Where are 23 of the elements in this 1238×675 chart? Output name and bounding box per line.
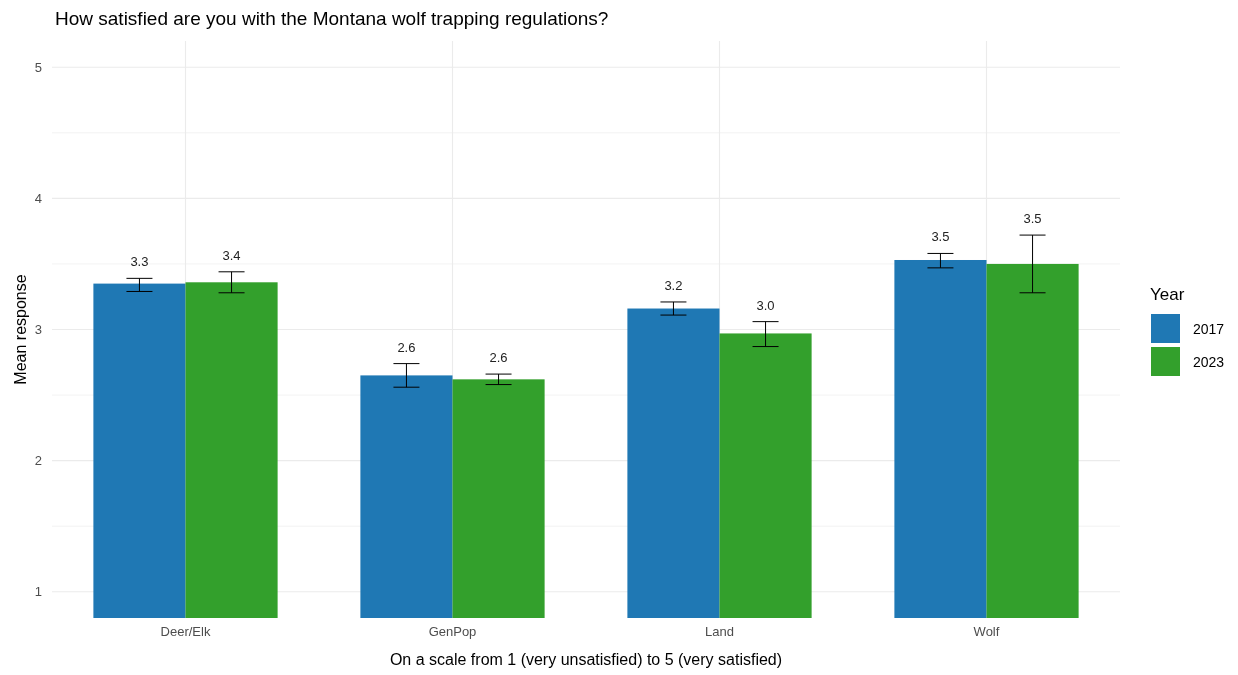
- x-tick-label: Land: [705, 624, 734, 639]
- legend-label: 2023: [1193, 353, 1225, 370]
- y-tick-label: 4: [34, 190, 42, 206]
- data-label: 3.5: [1023, 211, 1042, 227]
- data-label: 3.2: [664, 277, 683, 293]
- y-axis-title: Mean response: [12, 274, 29, 385]
- legend-label: 2017: [1193, 320, 1225, 337]
- data-label: 2.6: [489, 350, 508, 366]
- y-tick-label: 1: [34, 584, 42, 600]
- x-axis-title: On a scale from 1 (very unsatisfied) to 5 (very satisfied): [389, 651, 783, 668]
- y-tick-label: 5: [34, 59, 42, 75]
- y-tick-label: 3: [34, 322, 42, 338]
- y-tick-label: 2: [34, 453, 42, 469]
- data-label: 3.5: [931, 229, 950, 245]
- legend-title: Year: [1150, 285, 1185, 304]
- x-tick-label: GenPop: [428, 624, 477, 639]
- data-label: 3.4: [222, 247, 241, 263]
- x-tick-label: Deer/Elk: [160, 624, 211, 639]
- data-label: 3.3: [130, 254, 149, 270]
- data-label: 3.0: [756, 297, 775, 313]
- chart-title: How satisfied are you with the Montana wolf trapping regulations?: [55, 8, 609, 29]
- data-label: 2.6: [397, 339, 416, 355]
- x-tick-label: Wolf: [973, 624, 1000, 639]
